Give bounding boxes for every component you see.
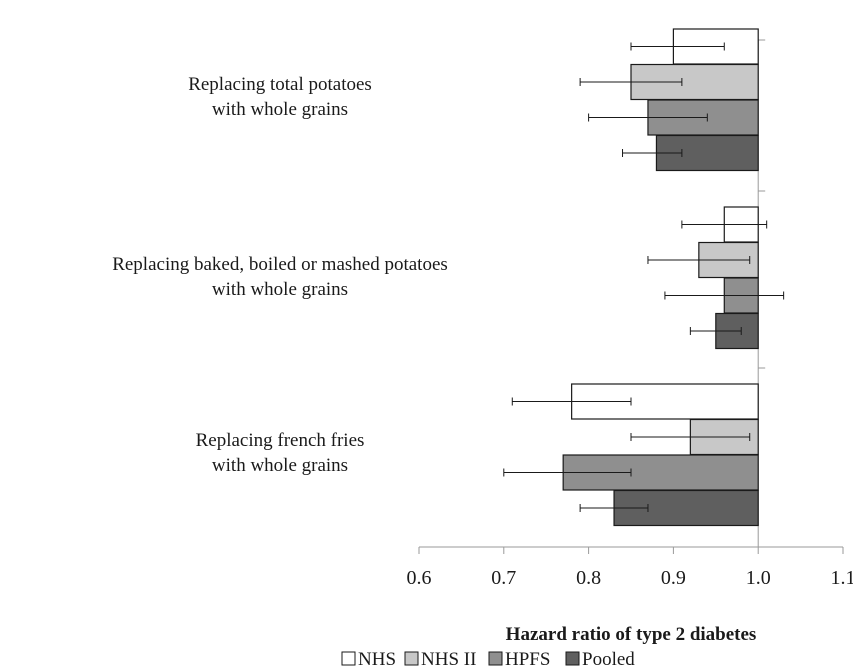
legend-swatch bbox=[565, 651, 580, 666]
category-label: Replacing total potatoes with whole grain… bbox=[188, 74, 372, 120]
error-bar bbox=[689, 327, 742, 335]
legend-label: NHS II bbox=[421, 649, 476, 670]
legend: NHS NHS II HPFS Pooled bbox=[341, 649, 635, 670]
legend-label: NHS bbox=[358, 649, 396, 670]
x-tick-label: 0.6 bbox=[407, 567, 432, 589]
x-tick-label: 0.7 bbox=[491, 567, 516, 589]
error-bar bbox=[622, 149, 683, 157]
x-tick-label: 0.9 bbox=[661, 567, 686, 589]
category-labels: Replacing total potatoes with whole grain… bbox=[112, 74, 448, 476]
legend-item-hpfs: HPFS bbox=[488, 649, 550, 670]
error-bar bbox=[681, 220, 768, 229]
error-bar bbox=[503, 468, 632, 477]
error-bar bbox=[579, 78, 683, 86]
legend-swatch bbox=[404, 651, 419, 666]
x-axis-title: Hazard ratio of type 2 diabetes bbox=[506, 624, 757, 645]
legend-item-nhs: NHS bbox=[341, 649, 396, 670]
plot-area bbox=[503, 28, 785, 548]
x-tick-label: 1.1 bbox=[831, 567, 853, 589]
legend-swatch bbox=[341, 651, 356, 666]
legend-item-pooled: Pooled bbox=[565, 649, 635, 670]
x-axis: 0.6 0.7 0.8 0.9 1.0 1.1 bbox=[407, 546, 853, 589]
error-bar bbox=[630, 433, 751, 441]
category-label: Replacing baked, boiled or mashed potato… bbox=[112, 254, 448, 300]
error-bar bbox=[579, 504, 649, 512]
legend-label: Pooled bbox=[582, 649, 635, 670]
legend-label: HPFS bbox=[505, 649, 550, 670]
legend-swatch bbox=[488, 651, 503, 666]
error-bar bbox=[664, 291, 785, 300]
error-bar bbox=[647, 256, 751, 264]
x-tick-label: 1.0 bbox=[746, 567, 771, 589]
legend-item-nhs-ii: NHS II bbox=[404, 649, 476, 670]
error-bar bbox=[511, 397, 632, 406]
error-bar bbox=[630, 42, 725, 51]
category-label: Replacing french fries with whole grains bbox=[196, 430, 365, 476]
error-bar bbox=[588, 113, 708, 122]
x-tick-label: 0.8 bbox=[576, 567, 601, 589]
